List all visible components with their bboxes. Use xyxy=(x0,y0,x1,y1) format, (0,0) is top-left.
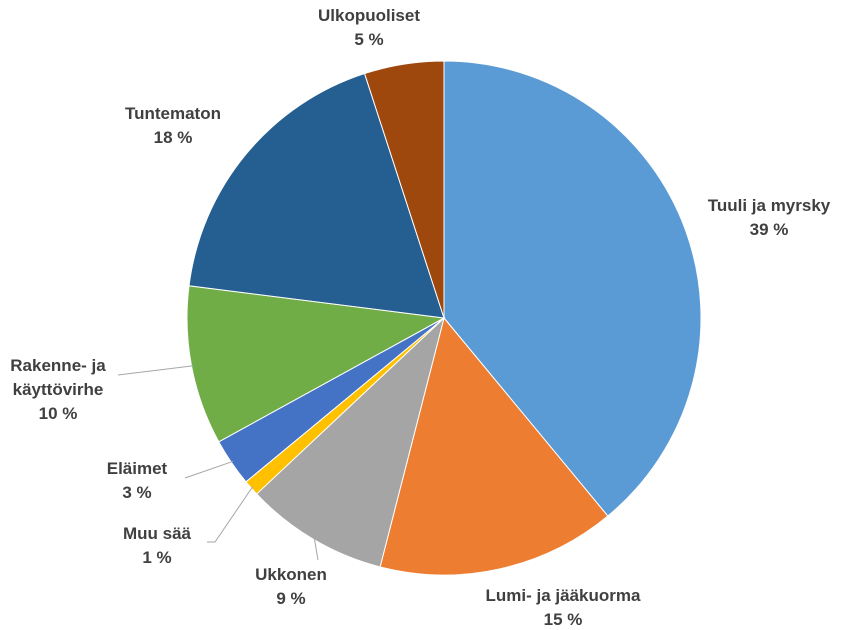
category-label: Rakenne- ja käyttövirhe xyxy=(10,356,106,399)
category-label: Ulkopuoliset xyxy=(317,6,420,25)
data-label: Tuntematon 18 % xyxy=(103,102,243,150)
value-label: 10 % xyxy=(38,404,78,423)
value-label: 3 % xyxy=(122,483,152,502)
value-label: 9 % xyxy=(276,589,306,608)
category-label: Tuntematon xyxy=(124,104,221,123)
value-label: 1 % xyxy=(142,548,172,567)
data-label: Muu sää 1 % xyxy=(107,522,207,570)
pie-slice xyxy=(188,72,445,319)
category-label: Ukkonen xyxy=(255,565,327,584)
leader-line xyxy=(117,365,194,376)
category-label: Muu sää xyxy=(122,524,192,543)
leader-line xyxy=(313,537,319,561)
data-label: Ulkopuoliset 5 % xyxy=(299,4,439,52)
pie-slice xyxy=(363,60,445,319)
leader-line xyxy=(207,486,254,543)
category-label: Eläimet xyxy=(106,459,168,478)
pie-slice xyxy=(379,316,609,576)
leader-line xyxy=(184,460,234,479)
value-label: 15 % xyxy=(543,610,583,629)
data-label: Ukkonen 9 % xyxy=(241,563,341,611)
data-label: Eläimet 3 % xyxy=(87,457,187,505)
data-label: Lumi- ja jääkuorma 15 % xyxy=(463,584,663,630)
pie-slice xyxy=(255,316,445,568)
category-label: Lumi- ja jääkuorma xyxy=(485,586,641,605)
value-label: 39 % xyxy=(749,220,789,239)
data-label: Tuuli ja myrsky 39 % xyxy=(689,194,842,242)
value-label: 5 % xyxy=(354,30,384,49)
pie-slice xyxy=(443,60,702,517)
category-label: Tuuli ja myrsky xyxy=(707,196,831,215)
value-label: 18 % xyxy=(153,128,193,147)
data-label: Rakenne- ja käyttövirhe 10 % xyxy=(3,354,113,426)
